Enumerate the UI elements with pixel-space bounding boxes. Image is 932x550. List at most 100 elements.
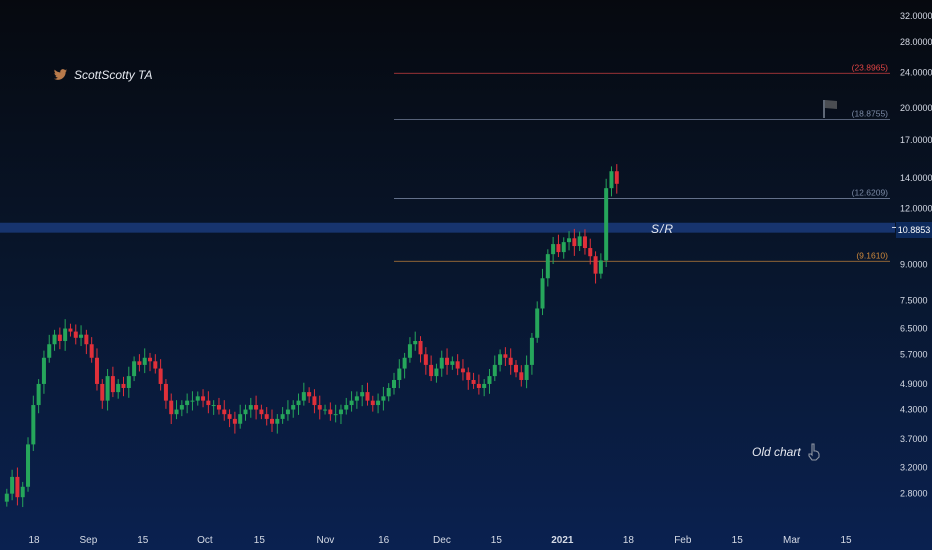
- candle-body: [285, 409, 290, 415]
- candle-body: [158, 368, 163, 384]
- candle-body: [434, 368, 439, 377]
- level-label: (18.8755): [852, 109, 889, 119]
- candle-body: [301, 392, 306, 401]
- y-tick-label: 28.0000: [900, 37, 932, 47]
- x-tick-label: 15: [491, 535, 503, 546]
- x-tick-label: Oct: [197, 535, 213, 546]
- x-tick-label: 16: [378, 535, 390, 546]
- x-tick-label: 15: [254, 535, 266, 546]
- candle-body: [254, 405, 259, 410]
- candle-body: [52, 334, 57, 345]
- candle-body: [598, 260, 603, 274]
- candle-body: [323, 409, 328, 411]
- candle-body: [376, 400, 381, 406]
- x-tick-label: 15: [732, 535, 744, 546]
- candle-body: [216, 405, 221, 410]
- candle-body: [68, 328, 73, 332]
- candle-body: [232, 418, 237, 424]
- y-tick-label: 12.0000: [900, 203, 932, 213]
- x-tick-label: Sep: [79, 535, 97, 546]
- x-tick-label: Mar: [783, 535, 801, 546]
- y-tick-label: 2.8000: [900, 489, 928, 499]
- candle-body: [185, 400, 190, 406]
- candle-body: [4, 493, 9, 502]
- y-tick-label: 3.7000: [900, 434, 928, 444]
- candle-body: [100, 383, 105, 401]
- candle-body: [195, 396, 200, 401]
- x-tick-label: 2021: [551, 535, 574, 546]
- old-chart-note: Old chart: [752, 443, 821, 461]
- candle-body: [556, 244, 561, 253]
- candle-body: [513, 364, 518, 373]
- candle-body: [179, 405, 184, 410]
- x-tick-label: 18: [28, 535, 40, 546]
- candle-body: [508, 357, 513, 365]
- candle-body: [413, 340, 418, 345]
- candle-body: [439, 357, 444, 369]
- candle-body: [132, 361, 137, 377]
- candle-body: [328, 409, 333, 415]
- candle-body: [259, 409, 264, 415]
- candle-body: [450, 361, 455, 365]
- candle-body: [593, 256, 598, 274]
- horizontal-levels: (23.8965) (18.8755) (12.6209) (9.1610): [394, 62, 890, 262]
- candle-body: [296, 400, 301, 406]
- candle-body: [455, 361, 460, 369]
- level-label: (23.8965): [852, 62, 889, 72]
- candle-body: [121, 383, 126, 388]
- candle-body: [317, 405, 322, 410]
- candle-body: [418, 340, 423, 355]
- candle-body: [392, 379, 397, 388]
- candle-body: [503, 354, 508, 358]
- y-tick-label: 4.9000: [900, 379, 928, 389]
- candle-body: [148, 357, 153, 362]
- x-axis: 18 Sep 15 Oct 15 Nov 16 Dec 15 2021 18 Feb 15 Mar 15: [28, 535, 852, 546]
- watermark-text: ScottScotty TA: [74, 68, 153, 82]
- candle-body: [604, 188, 609, 261]
- candle-body: [487, 376, 492, 384]
- candle-body: [519, 372, 524, 380]
- candle-body: [63, 328, 68, 341]
- candle-body: [275, 418, 280, 424]
- sr-zone-band: [0, 222, 895, 233]
- candles-group: [4, 164, 619, 508]
- candle-body: [163, 383, 168, 401]
- x-tick-label: 15: [840, 535, 852, 546]
- old-chart-text: Old chart: [752, 445, 801, 459]
- y-tick-label: 3.2000: [900, 462, 928, 472]
- candle-body: [137, 361, 142, 365]
- y-tick-label: 7.5000: [900, 295, 928, 305]
- candle-body: [466, 372, 471, 380]
- candle-body: [402, 357, 407, 369]
- twitter-bird-icon: [53, 69, 68, 80]
- x-tick-label: 15: [137, 535, 149, 546]
- y-tick-label: 9.0000: [900, 260, 928, 270]
- candle-body: [201, 396, 206, 401]
- candle-body: [365, 392, 370, 401]
- candle-body: [79, 334, 84, 338]
- flag-icon: [823, 100, 837, 118]
- candle-body: [89, 344, 94, 358]
- y-tick-label: 4.3000: [900, 405, 928, 415]
- candle-body: [26, 444, 31, 487]
- candle-body: [460, 368, 465, 373]
- x-tick-label: Dec: [433, 535, 451, 546]
- candle-body: [41, 357, 46, 384]
- y-tick-label: 32.0000: [900, 11, 932, 21]
- y-tick-label: 24.0000: [900, 67, 932, 77]
- candle-body: [407, 344, 412, 358]
- candle-body: [423, 354, 428, 365]
- candle-body: [429, 364, 434, 377]
- level-label: (12.6209): [852, 187, 889, 197]
- candle-body: [94, 357, 99, 384]
- candle-body: [105, 376, 110, 401]
- candle-body: [57, 334, 62, 341]
- candle-body: [227, 414, 232, 419]
- candle-body: [535, 308, 540, 338]
- candle-body: [174, 409, 179, 415]
- current-price-tag: 10.8853: [896, 222, 932, 238]
- candle-body: [169, 400, 174, 415]
- candle-body: [445, 357, 450, 365]
- candle-body: [588, 248, 593, 257]
- candle-body: [264, 414, 269, 419]
